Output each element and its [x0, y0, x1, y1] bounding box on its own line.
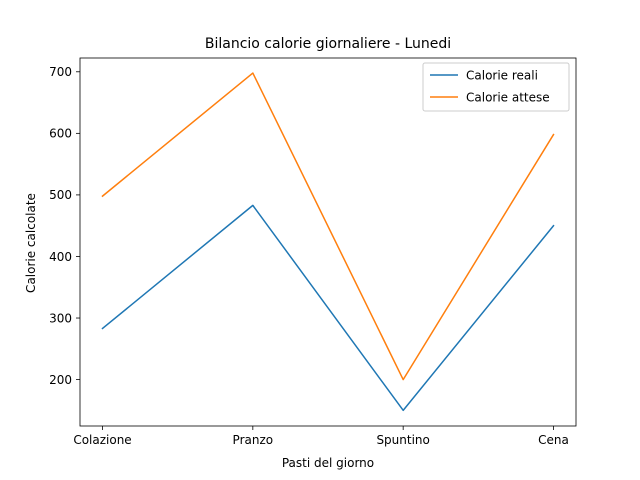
- axes-frame: [79, 57, 577, 427]
- x-tick-label: Pranzo: [233, 433, 274, 447]
- series-line-2: [101, 72, 555, 381]
- y-axis-label: Calorie calcolate: [24, 193, 38, 293]
- x-tick-label: Spuntino: [376, 433, 429, 447]
- legend: Calorie reali Calorie attese: [422, 62, 570, 112]
- x-tick-label: Colazione: [73, 433, 131, 447]
- y-tick-label: 600: [49, 127, 72, 141]
- y-tick-label: 300: [49, 311, 72, 325]
- y-tick-label: 700: [49, 65, 72, 79]
- legend-label-1: Calorie reali: [466, 68, 538, 82]
- x-axis-label: Pasti del giorno: [282, 456, 374, 470]
- y-tick-label: 400: [49, 250, 72, 264]
- chart-title: Bilancio calorie giornaliere - Lunedi: [205, 36, 451, 52]
- y-tick-label: 500: [49, 188, 72, 202]
- x-tick-label: Cena: [538, 433, 569, 447]
- y-tick-label: 200: [49, 373, 72, 387]
- legend-label-2: Calorie attese: [466, 90, 550, 104]
- plot-area: Colazione Pranzo Spuntino Cena 200 300 400 500 6…: [49, 57, 577, 447]
- series-line-1: [101, 204, 555, 412]
- legend-box: [422, 62, 570, 112]
